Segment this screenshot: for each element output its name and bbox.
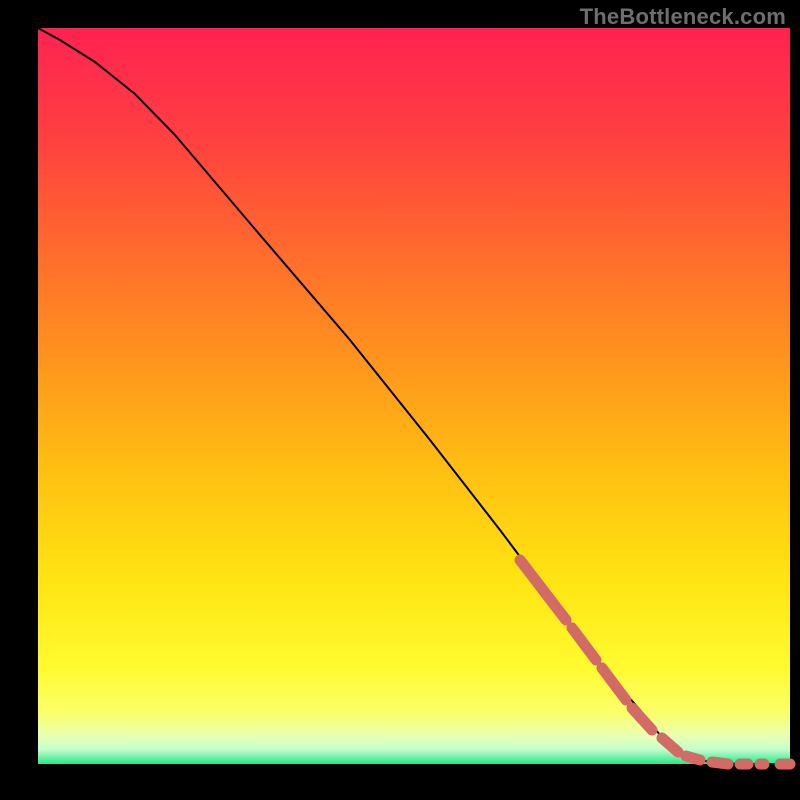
dash-segment [712,762,728,764]
chart-overlay-svg [0,0,800,800]
watermark-text: TheBottleneck.com [580,4,786,30]
dash-segment [686,756,700,760]
curve-line [38,28,790,764]
dash-segment [632,708,652,730]
dash-group [520,560,790,764]
dash-segment [602,668,626,700]
dash-segment [520,560,566,620]
dash-segment [572,628,596,660]
chart-frame: TheBottleneck.com [0,0,800,800]
dash-segment [662,738,678,752]
